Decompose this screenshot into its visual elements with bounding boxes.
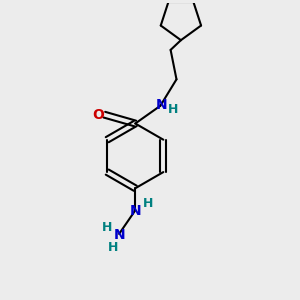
Text: H: H — [167, 103, 178, 116]
Text: H: H — [101, 221, 112, 234]
Text: H: H — [142, 197, 153, 210]
Text: N: N — [114, 227, 125, 242]
Text: N: N — [130, 204, 142, 218]
Text: O: O — [92, 108, 104, 122]
Text: H: H — [107, 241, 118, 254]
Text: N: N — [156, 98, 168, 112]
